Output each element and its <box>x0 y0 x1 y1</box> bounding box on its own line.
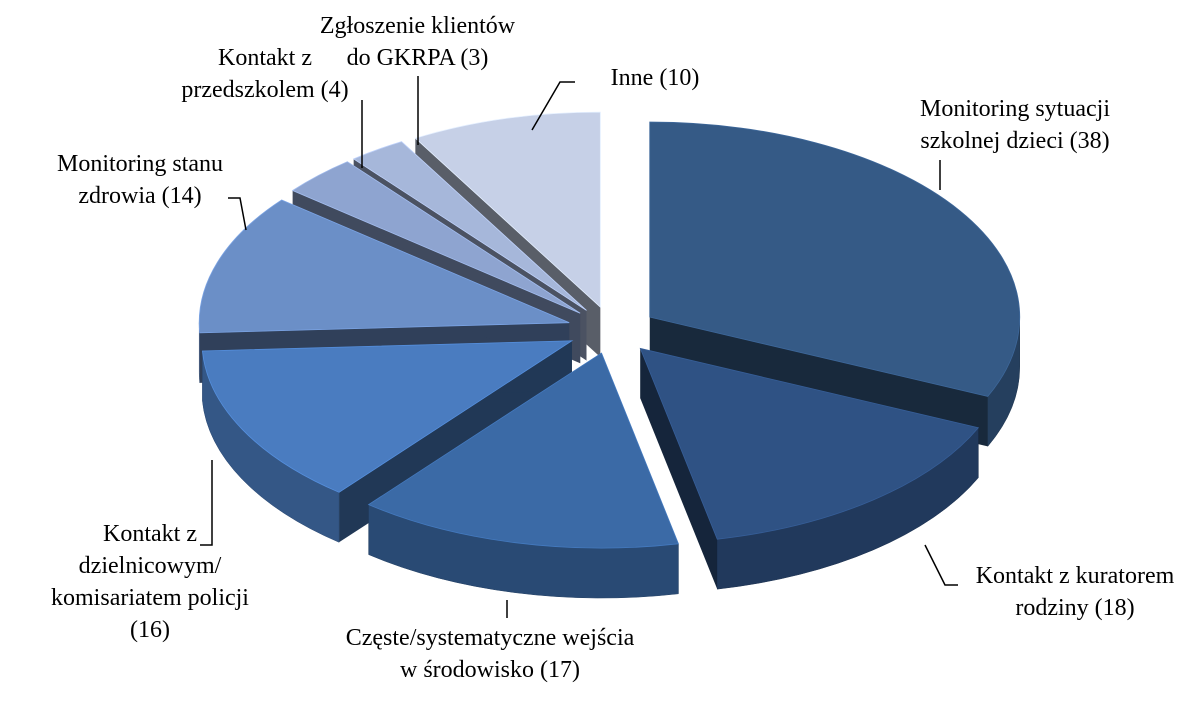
slice <box>367 352 679 549</box>
category-label: Kontakt z przedszkolem <box>181 45 315 103</box>
data-label: Monitoring stanu zdrowia (14) <box>25 148 255 212</box>
slice <box>291 161 581 314</box>
category-label: Częste/systematyczne wejścia w środowisk… <box>345 625 635 683</box>
slice <box>198 199 570 334</box>
value-label: (10) <box>659 65 700 91</box>
leader-line <box>924 544 958 586</box>
data-label: Kontakt z dzielnicowym/ komisariatem pol… <box>45 518 255 646</box>
data-label: Monitoring sytuacji szkolnej dzieci (38) <box>890 93 1140 157</box>
slice <box>414 111 601 308</box>
data-label: Inne (10) <box>580 62 730 94</box>
category-label: Monitoring stanu zdrowia <box>57 151 223 209</box>
leader-lines <box>200 76 958 618</box>
slices <box>198 111 1021 599</box>
category-label: Zgłoszenie klientów do GKRPA <box>319 13 516 71</box>
data-label: Kontakt z kuratorem rodziny (18) <box>950 560 1200 624</box>
category-label: Monitoring sytuacji szkolnej dzieci <box>920 96 1110 154</box>
value-label: (4) <box>320 77 349 103</box>
value-label: (3) <box>460 45 489 71</box>
leader-line <box>228 197 247 231</box>
value-label: (38) <box>1069 128 1110 154</box>
value-label: (16) <box>130 617 170 643</box>
category-label: Kontakt z dzielnicowym/ komisariatem pol… <box>51 521 249 611</box>
slice <box>649 121 1021 397</box>
data-label: Zgłoszenie klientów do GKRPA (3) <box>305 10 530 74</box>
category-label: Inne <box>610 65 654 91</box>
leader-line <box>200 460 213 546</box>
slice-side <box>640 348 718 590</box>
value-label: (14) <box>161 183 202 209</box>
slice <box>352 141 587 311</box>
value-label: (18) <box>1094 595 1135 621</box>
slice <box>201 340 574 493</box>
leader-line <box>531 81 575 131</box>
value-label: (17) <box>540 657 580 683</box>
category-label: Kontakt z kuratorem rodziny <box>975 563 1175 621</box>
slice <box>639 347 980 540</box>
data-label: Kontakt z przedszkolem (4) <box>170 42 360 106</box>
data-label: Częste/systematyczne wejścia w środowisk… <box>345 622 635 686</box>
